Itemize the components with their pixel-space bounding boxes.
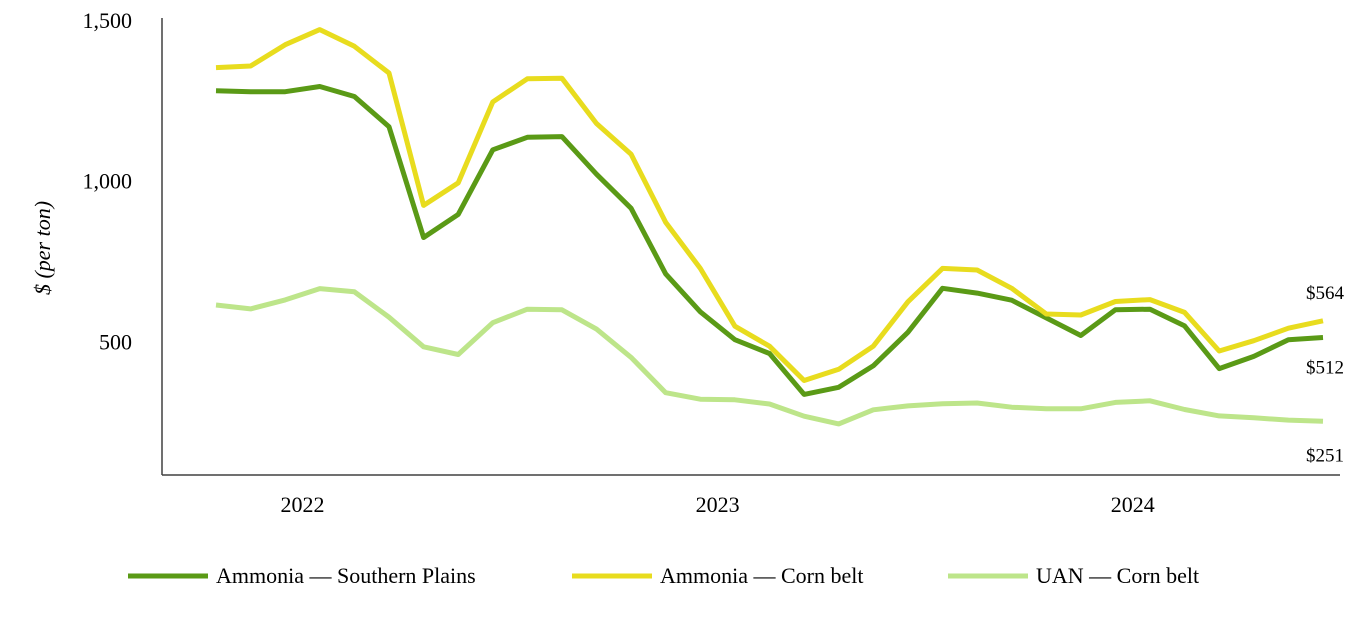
- series-line-ammonia-southern-plains: [215, 84, 1324, 397]
- end-labels: $512 $564 $251: [1306, 283, 1345, 467]
- legend-item-ammonia-corn-belt: Ammonia — Corn belt: [572, 563, 863, 588]
- legend-label: Ammonia — Corn belt: [660, 563, 863, 588]
- y-tick-label: 1,000: [83, 169, 133, 194]
- legend-item-ammonia-southern-plains: Ammonia — Southern Plains: [128, 563, 476, 588]
- y-tick-label: 1,500: [83, 8, 133, 33]
- series-line-uan-corn-belt: [215, 286, 1324, 427]
- y-tick-label: 500: [99, 329, 132, 354]
- legend: Ammonia — Southern Plains Ammonia — Corn …: [128, 563, 1199, 588]
- series-lines: [215, 27, 1324, 427]
- legend-item-uan-corn-belt: UAN — Corn belt: [948, 563, 1199, 588]
- x-tick-label: 2023: [696, 492, 740, 517]
- x-tick-label: 2022: [280, 492, 324, 517]
- y-tick-labels: 500 1,000 1,500: [83, 8, 133, 354]
- legend-label: UAN — Corn belt: [1036, 563, 1199, 588]
- end-label-ammonia-corn-belt: $564: [1306, 283, 1345, 304]
- x-tick-label: 2024: [1111, 492, 1155, 517]
- legend-label: Ammonia — Southern Plains: [216, 563, 476, 588]
- end-label-uan-corn-belt: $251: [1306, 445, 1344, 466]
- series-line-ammonia-corn-belt: [215, 27, 1324, 383]
- y-axis-title: $ (per ton): [30, 201, 55, 295]
- end-label-ammonia-southern-plains: $512: [1306, 357, 1344, 378]
- axes: [161, 18, 1340, 476]
- x-tick-labels: 2022 2023 2024: [280, 492, 1154, 517]
